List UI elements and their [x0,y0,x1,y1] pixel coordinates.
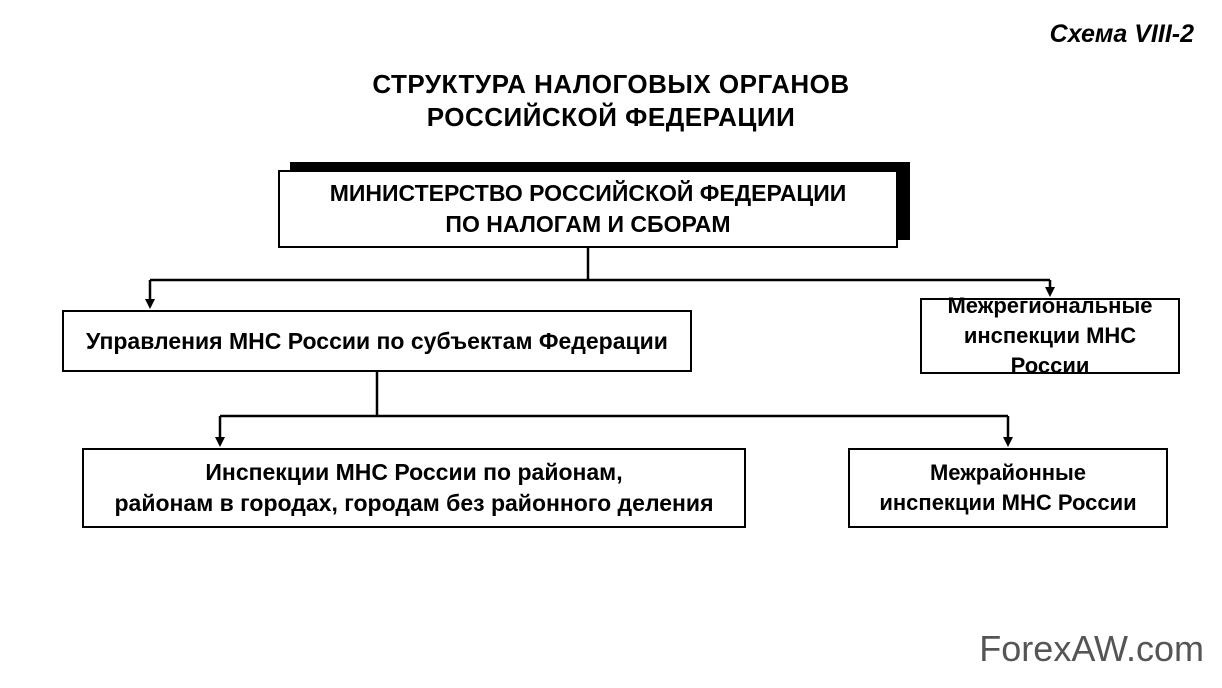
level3-right-line-2: инспекции МНС России [879,490,1136,515]
root-line-2: ПО НАЛОГАМ И СБОРАМ [445,211,730,237]
root-node: МИНИСТЕРСТВО РОССИЙСКОЙ ФЕДЕРАЦИИ ПО НАЛ… [278,170,898,248]
level2-left-label: Управления МНС России по субъектам Федер… [86,328,668,355]
level2-right-node: Межрегиональные инспекции МНС России [920,298,1180,374]
level3-right-line-1: Межрайонные [930,460,1086,485]
level2-right-line-2: инспекции МНС России [964,323,1136,378]
title-line-2: РОССИЙСКОЙ ФЕДЕРАЦИИ [427,102,796,132]
level3-left-line-2: районам в городах, городам без районного… [115,490,714,516]
level3-left-line-1: Инспекции МНС России по районам, [205,459,622,485]
diagram-title: СТРУКТУРА НАЛОГОВЫХ ОРГАНОВ РОССИЙСКОЙ Ф… [0,68,1222,133]
title-line-1: СТРУКТУРА НАЛОГОВЫХ ОРГАНОВ [372,69,849,99]
level2-left-node: Управления МНС России по субъектам Федер… [62,310,692,372]
scheme-label: Схема VIII-2 [1050,20,1194,49]
watermark: ForexAW.com [979,628,1204,670]
level2-right-line-1: Межрегиональные [947,293,1152,318]
root-line-1: МИНИСТЕРСТВО РОССИЙСКОЙ ФЕДЕРАЦИИ [330,180,847,206]
level3-right-node: Межрайонные инспекции МНС России [848,448,1168,528]
level3-left-node: Инспекции МНС России по районам, районам… [82,448,746,528]
